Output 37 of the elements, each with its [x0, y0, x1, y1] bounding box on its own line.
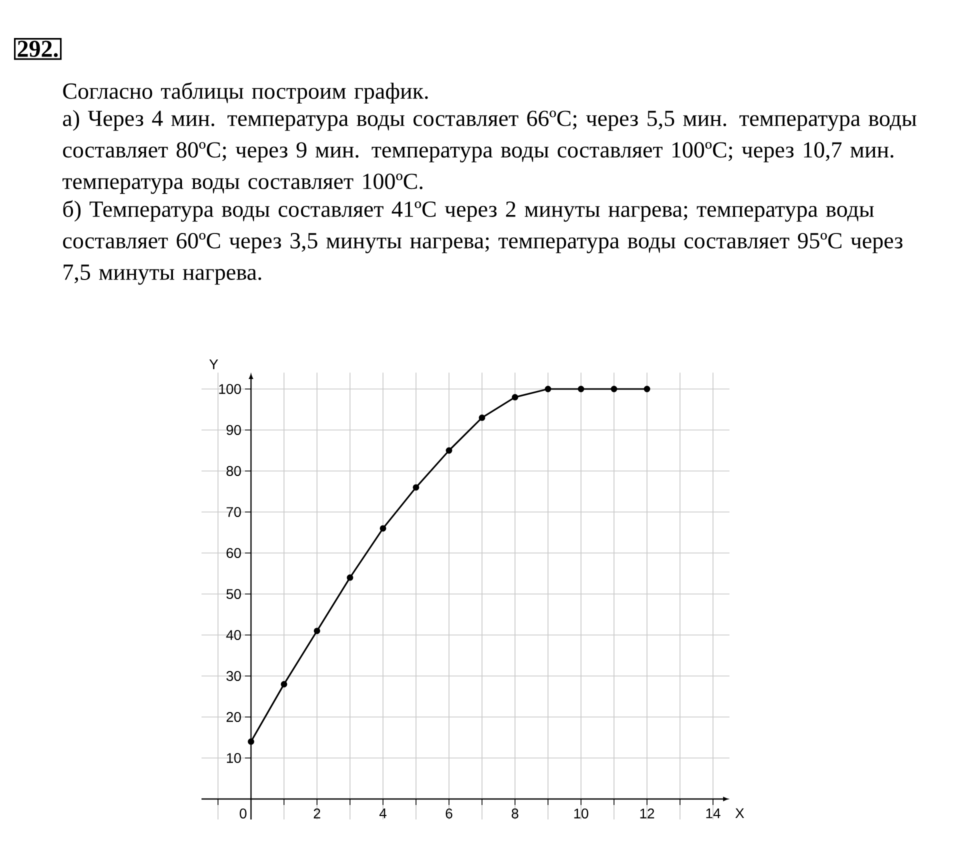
y-tick-label: 20: [226, 712, 241, 722]
x-tick-label: 12: [640, 808, 654, 818]
y-tick-label: 60: [226, 548, 241, 558]
text: а) Через 4 мин. температура воды составляет 66ºC; через 5,5 мин. температура воды составляет 80ºC; через 9 мин. температура воды составляет 100ºC; через 10,7 мин. температура воды составляет 100ºC.: [62, 110, 916, 194]
chart-title: 292.: [18, 40, 58, 58]
x-tick-label: 6: [446, 808, 452, 818]
y-tick-label: 50: [226, 589, 241, 599]
y-tick-label: 10: [226, 753, 241, 763]
x-tick-label: 0: [240, 808, 246, 818]
x-tick-label: 14: [706, 808, 720, 818]
x-tick-label: 8: [512, 808, 518, 818]
text: Согласно таблицы построим график.: [63, 82, 428, 104]
y-tick-label: 70: [226, 507, 241, 517]
point: [346, 574, 354, 581]
x-tick-label: 10: [574, 808, 588, 818]
point: [610, 386, 618, 392]
point: [412, 484, 420, 491]
point: [314, 628, 320, 634]
point: [644, 386, 650, 392]
point: [446, 447, 452, 454]
point: [478, 414, 486, 421]
point: [280, 681, 288, 688]
point: [544, 386, 552, 392]
point: [380, 525, 386, 532]
y-tick-label: 30: [226, 671, 241, 681]
x-axis-title: X: [735, 808, 744, 818]
y-tick-label: 40: [226, 630, 241, 640]
point: [578, 386, 584, 392]
y-axis-title: Y: [209, 359, 218, 370]
y-tick-label: 90: [226, 425, 241, 435]
x-tick-label: 4: [379, 808, 386, 818]
point: [512, 394, 518, 400]
y-tick-label: 100: [219, 384, 241, 394]
y-tick-label: 80: [226, 466, 241, 476]
text: б) Температура воды составляет 41ºC через 2 минуты нагрева; температура воды составляет 60ºC через 3,5 минуты нагрева; температура воды составляет 95ºC через 7,5 минуты нагрева.: [63, 200, 902, 285]
x-tick-label: 2: [314, 808, 320, 818]
point: [248, 738, 254, 745]
